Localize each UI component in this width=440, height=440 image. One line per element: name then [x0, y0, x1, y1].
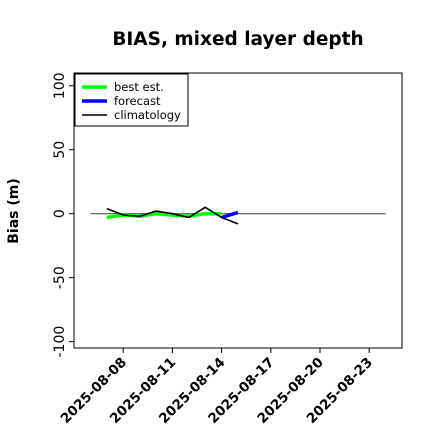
legend-label: best est. — [114, 80, 164, 94]
y-tick-label: -50 — [52, 266, 68, 289]
legend-label: climatology — [114, 108, 181, 122]
y-tick-label: -100 — [52, 326, 68, 358]
chart-title: BIAS, mixed layer depth — [112, 29, 363, 50]
series-line-forecast — [221, 210, 239, 220]
y-tick-label: 100 — [52, 72, 68, 99]
legend-label: forecast — [114, 94, 161, 108]
y-tick-label: 50 — [52, 141, 68, 159]
plot-area — [90, 206, 386, 225]
y-tick-label: 0 — [52, 209, 68, 218]
plot-frame — [73, 72, 403, 349]
series-line-climatology — [106, 206, 239, 225]
y-axis-label: Bias (m) — [6, 178, 22, 244]
